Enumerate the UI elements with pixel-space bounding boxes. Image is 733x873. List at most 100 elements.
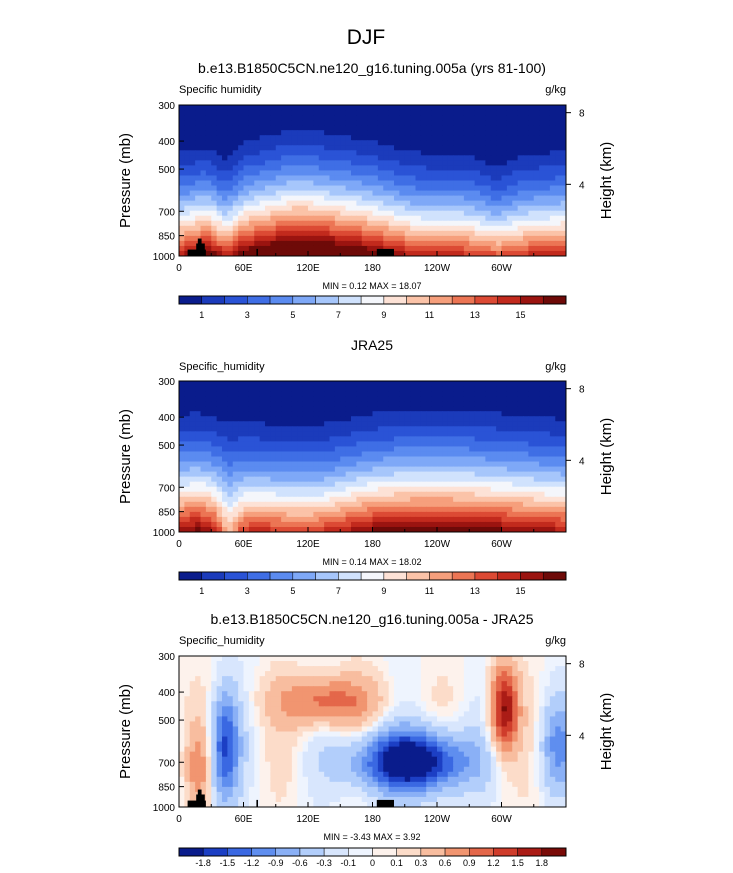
heatmap-cell <box>437 165 443 172</box>
heatmap-cell <box>463 105 470 111</box>
heatmap-cell <box>189 406 196 412</box>
heatmap-cell <box>372 481 379 488</box>
heatmap-cell <box>404 220 411 227</box>
heatmap-cell <box>205 661 212 667</box>
heatmap-cell <box>367 396 374 402</box>
heatmap-cell <box>394 501 400 508</box>
heatmap-cell <box>216 681 223 687</box>
heatmap-cell <box>329 170 336 177</box>
heatmap-cell <box>259 220 266 227</box>
heatmap-cell <box>485 481 492 488</box>
heatmap-cell <box>523 451 529 458</box>
heatmap-cell <box>302 180 309 187</box>
heatmap-cell <box>474 125 481 131</box>
heatmap-cell <box>200 140 207 146</box>
heatmap-cell <box>469 506 476 513</box>
heatmap-cell <box>512 401 519 407</box>
heatmap-cell <box>313 205 320 212</box>
heatmap-cell <box>458 676 465 682</box>
heatmap-cell <box>442 681 449 687</box>
heatmap-cell <box>340 110 347 116</box>
heatmap-cell <box>496 381 503 387</box>
heatmap-cell <box>232 446 239 453</box>
heatmap-cell <box>259 175 266 182</box>
heatmap-cell <box>324 120 331 126</box>
heatmap-cell <box>496 235 503 242</box>
heatmap-cell <box>533 446 540 453</box>
heatmap-cell <box>383 230 390 237</box>
heatmap-cell <box>533 105 540 111</box>
heatmap-cell <box>313 391 320 397</box>
heatmap-cell <box>501 165 508 172</box>
heatmap-cell <box>517 386 524 392</box>
heatmap-cell <box>442 676 449 682</box>
heatmap-cell <box>437 686 443 692</box>
heatmap-cell <box>211 436 218 442</box>
heatmap-cell <box>205 671 212 677</box>
heatmap-cell <box>474 135 481 141</box>
heatmap-cell <box>372 656 379 662</box>
heatmap-cell <box>351 160 357 166</box>
heatmap-cell <box>291 666 298 672</box>
heatmap-cell <box>420 676 427 682</box>
heatmap-cell <box>297 381 304 387</box>
heatmap-cell <box>179 105 185 111</box>
heatmap-cell <box>555 411 562 417</box>
heatmap-cell <box>474 105 481 111</box>
heatmap-cell <box>356 481 363 488</box>
heatmap-cell <box>211 135 218 141</box>
heatmap-cell <box>227 516 234 523</box>
heatmap-cell <box>555 476 562 483</box>
heatmap-cell <box>291 406 298 412</box>
heatmap-cell <box>480 225 486 232</box>
heatmap-cell <box>485 230 492 237</box>
heatmap-cell <box>367 446 374 453</box>
heatmap-cell <box>340 486 347 493</box>
heatmap-cell <box>415 431 422 437</box>
heatmap-cell <box>506 661 513 667</box>
heatmap-cell <box>340 215 347 222</box>
heatmap-cell <box>506 526 513 532</box>
heatmap-cell <box>539 110 546 116</box>
heatmap-cell <box>254 491 261 498</box>
heatmap-cell <box>506 481 513 488</box>
heatmap-cell <box>394 661 400 667</box>
heatmap-cell <box>340 436 347 442</box>
heatmap-cell <box>469 250 476 256</box>
heatmap-cell <box>340 230 347 237</box>
heatmap-cell <box>238 661 245 667</box>
heatmap-cell <box>291 140 298 146</box>
heatmap-cell <box>265 391 271 397</box>
heatmap-cell <box>302 656 309 662</box>
heatmap-cell <box>496 511 503 518</box>
heatmap-cell <box>555 526 562 532</box>
heatmap-cell <box>490 396 497 402</box>
heatmap-cell <box>248 476 255 483</box>
heatmap-cell <box>254 396 261 402</box>
heatmap-cell <box>544 391 551 397</box>
heatmap-cell <box>270 476 277 483</box>
heatmap-cell <box>399 160 406 166</box>
heatmap-cell <box>453 661 460 667</box>
heatmap-cell <box>200 691 207 697</box>
heatmap-cell <box>216 245 223 252</box>
heatmap-cell <box>453 205 460 212</box>
heatmap-cell <box>308 491 314 498</box>
heatmap-cell <box>286 511 293 518</box>
heatmap-cell <box>254 140 261 146</box>
heatmap-cell <box>560 165 566 172</box>
heatmap-cell <box>281 245 288 252</box>
heatmap-cell <box>517 416 524 422</box>
heatmap-cell <box>383 511 390 518</box>
heatmap-cell <box>211 676 218 682</box>
heatmap-cell <box>275 426 282 432</box>
heatmap-cell <box>512 666 519 672</box>
heatmap-cell <box>377 471 384 478</box>
heatmap-cell <box>453 170 460 177</box>
heatmap-cell <box>458 145 465 151</box>
heatmap-cell <box>356 476 363 483</box>
heatmap-cell <box>345 396 352 402</box>
heatmap-cell <box>501 441 508 448</box>
heatmap-cell <box>517 401 524 407</box>
heatmap-cell <box>544 230 551 237</box>
